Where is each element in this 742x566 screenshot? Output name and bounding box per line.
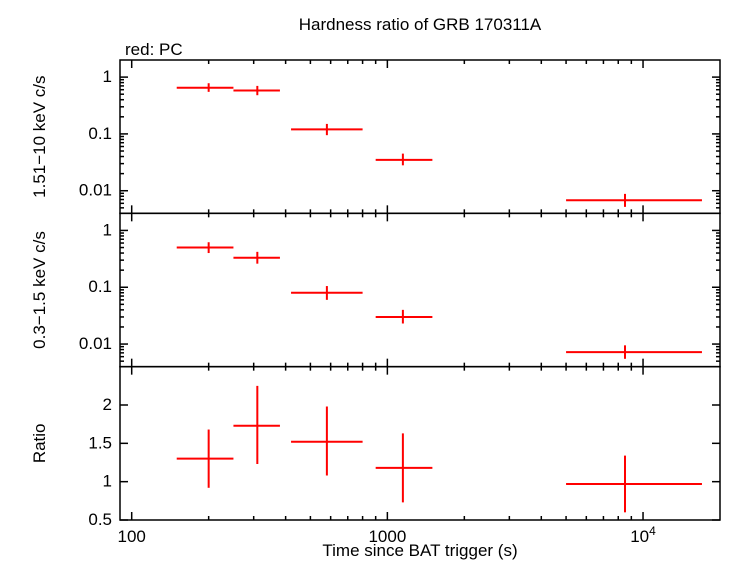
y-tick-label: 1 <box>103 472 112 491</box>
data-point <box>177 242 234 253</box>
data-point <box>177 83 234 92</box>
data-point <box>566 345 702 358</box>
data-point <box>177 430 234 488</box>
y-tick-label: 0.1 <box>88 124 112 143</box>
y-tick-label: 0.01 <box>79 334 112 353</box>
y-tick-label: 2 <box>103 395 112 414</box>
data-point <box>566 194 702 207</box>
y-tick-label: 1.5 <box>88 433 112 452</box>
y-tick-label: 0.5 <box>88 510 112 529</box>
panel-1: 0.01 0.1 1 0.3−1.5 keV c/s <box>30 213 720 366</box>
data-point <box>291 286 363 300</box>
y-tick-label: 1 <box>103 67 112 86</box>
data-point <box>233 386 279 464</box>
chart-title: Hardness ratio of GRB 170311A <box>299 15 542 34</box>
y-tick-label: 0.1 <box>88 277 112 296</box>
data-point <box>233 86 279 95</box>
data-point <box>233 252 279 264</box>
panel-0: 0.01 0.1 1 1.51−10 keV c/s <box>30 60 720 213</box>
y-tick-label: 1 <box>103 220 112 239</box>
chart-svg: Hardness ratio of GRB 170311A red: PC Time… <box>0 0 742 566</box>
y-axis-label-0: 1.51−10 keV c/s <box>30 75 49 197</box>
data-point <box>376 433 433 502</box>
y-axis-label-1: 0.3−1.5 keV c/s <box>30 231 49 349</box>
y-axis-label-2: Ratio <box>30 423 49 463</box>
data-point <box>376 310 433 324</box>
chart-container: Hardness ratio of GRB 170311A red: PC Time… <box>0 0 742 566</box>
x-tick-label: 100 <box>118 527 146 546</box>
y-tick-label: 0.01 <box>79 181 112 200</box>
data-point <box>376 154 433 166</box>
data-point <box>291 407 363 476</box>
panel-2: 0.5 1 1.5 2 Ratio <box>30 367 720 529</box>
data-point <box>566 456 702 513</box>
legend-text: red: PC <box>125 40 183 59</box>
data-point <box>291 124 363 135</box>
x-axis-label: Time since BAT trigger (s) <box>322 541 517 560</box>
x-tick-label: 104 <box>630 524 656 546</box>
x-tick-label: 1000 <box>368 527 406 546</box>
